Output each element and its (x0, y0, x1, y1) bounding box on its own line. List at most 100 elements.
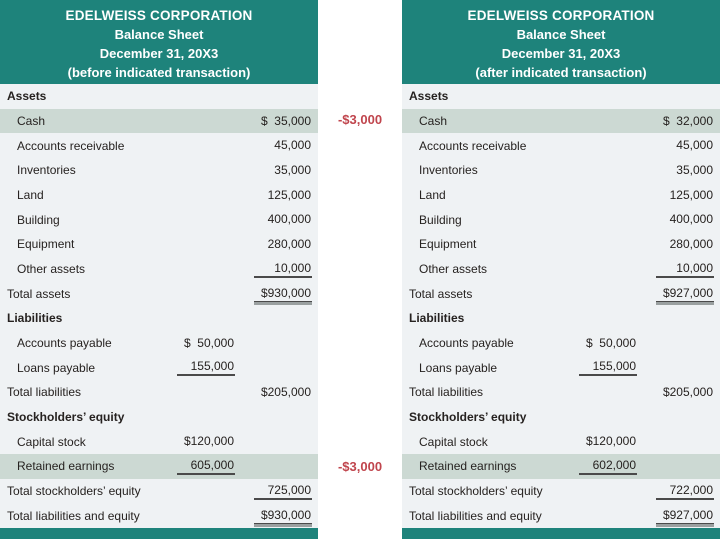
amount-col-outer (642, 311, 714, 325)
row-label: Stockholders’ equity (409, 410, 527, 425)
row-inventories: Inventories 35,000 (402, 158, 720, 183)
statement-date: December 31, 20X3 (99, 46, 219, 61)
row-assets: Assets (402, 84, 720, 109)
amount-col-inner (163, 509, 235, 523)
amount-col-inner (565, 114, 637, 128)
row-assets: Assets (0, 84, 318, 109)
amount-col-outer (642, 410, 714, 424)
amount-col-outer: 125,000 (267, 187, 311, 202)
row-loans-payable: Loans payable 155,000 (402, 355, 720, 380)
row-loans-payable: Loans payable 155,000 (0, 355, 318, 380)
row-other-assets: Other assets 10,000 (402, 257, 720, 282)
row-label: Accounts payable (17, 336, 112, 351)
row-label: Total stockholders’ equity (7, 484, 141, 499)
row-label: Total stockholders’ equity (409, 484, 543, 499)
sheet-header-after: EDELWEISS CORPORATION Balance Sheet Dece… (402, 0, 720, 84)
row-equipment: Equipment 280,000 (0, 232, 318, 257)
amount-col-outer (642, 459, 714, 473)
amount-col-inner: $ 50,000 (585, 335, 636, 350)
row-total-assets: Total assets $927,000 (402, 281, 720, 306)
amount-col-inner: $120,000 (183, 434, 234, 449)
row-cash: Cash $ 35,000 (0, 108, 318, 134)
statement-note: (after indicated transaction) (475, 65, 647, 80)
amount-col-outer (642, 361, 714, 375)
sheet-body-before: Assets Cash $ 35,000 Accounts receivable 45,… (0, 84, 318, 528)
amount-col-outer: $927,000 (642, 286, 714, 305)
row-total-liabilities: Total liabilities $205,000 (402, 380, 720, 405)
row-label: Capital stock (17, 434, 86, 449)
transaction-annotation-column: -$3,000 -$3,000 (318, 0, 402, 539)
row-label: Total liabilities and equity (409, 508, 542, 523)
amount-col-inner (163, 262, 235, 276)
row-label: Inventories (419, 163, 478, 178)
row-label: Retained earnings (17, 459, 115, 474)
row-total-liabilities-and-equity: Total liabilities and equity $930,000 (0, 503, 318, 528)
amount-col-inner (163, 385, 235, 399)
amount-col-inner (163, 139, 235, 153)
row-inventories: Inventories 35,000 (0, 158, 318, 183)
row-building: Building 400,000 (402, 207, 720, 232)
row-label: Cash (419, 114, 448, 128)
document-title: Balance Sheet (114, 27, 204, 42)
amount-col-outer: 45,000 (676, 138, 713, 153)
row-total-liabilities: Total liabilities $205,000 (0, 380, 318, 405)
amount-col-outer: 35,000 (274, 162, 311, 177)
company-name: EDELWEISS CORPORATION (467, 8, 655, 23)
row-capital-stock: Capital stock $120,000 (402, 429, 720, 454)
row-label: Total assets (7, 286, 71, 301)
row-accounts-receivable: Accounts receivable 45,000 (402, 133, 720, 158)
amount-col-outer (642, 89, 714, 103)
amount-col-outer (642, 435, 714, 449)
amount-col-inner (163, 114, 235, 128)
amount-col-inner (565, 163, 637, 177)
amount-col-outer: 280,000 (669, 236, 713, 251)
amount-col-inner (163, 89, 235, 103)
amount-col-outer (240, 410, 312, 424)
row-label: Total assets (409, 286, 473, 301)
amount-col-outer: 400,000 (267, 212, 311, 227)
row-accounts-payable: Accounts payable $ 50,000 (402, 331, 720, 356)
row-label: Loans payable (419, 360, 498, 375)
row-label: Total liabilities (409, 385, 484, 400)
row-label: Assets (409, 89, 449, 104)
document-title: Balance Sheet (516, 27, 606, 42)
amount-col-inner (163, 311, 235, 325)
amount-col-outer (240, 336, 312, 350)
amount-col-inner: 155,000 (565, 359, 637, 377)
amount-col-inner (565, 484, 637, 498)
amount-col-inner (565, 262, 637, 276)
amount-col-inner (565, 237, 637, 251)
amount-col-inner (565, 287, 637, 301)
amount-col-outer (240, 311, 312, 325)
row-liabilities: Liabilities (0, 306, 318, 331)
row-label: Accounts receivable (419, 138, 527, 153)
statement-note: (before indicated transaction) (67, 65, 251, 80)
row-total-liabilities-and-equity: Total liabilities and equity $927,000 (402, 503, 720, 528)
row-label: Total liabilities (7, 385, 82, 400)
company-name: EDELWEISS CORPORATION (65, 8, 253, 23)
row-label: Equipment (419, 237, 477, 252)
row-total-assets: Total assets $930,000 (0, 281, 318, 306)
balance-sheet-after: EDELWEISS CORPORATION Balance Sheet Dece… (402, 0, 720, 539)
row-capital-stock: Capital stock $120,000 (0, 429, 318, 454)
amount-col-inner: 155,000 (163, 359, 235, 377)
amount-col-inner: $120,000 (585, 434, 636, 449)
amount-col-outer (642, 336, 714, 350)
amount-col-inner (163, 410, 235, 424)
amount-col-outer (240, 435, 312, 449)
row-label: Assets (7, 89, 47, 104)
row-label: Liabilities (7, 311, 63, 326)
row-total-stockholders-equity: Total stockholders’ equity 725,000 (0, 479, 318, 504)
row-label: Retained earnings (419, 459, 517, 474)
row-label: Accounts payable (419, 336, 514, 351)
row-label: Building (17, 212, 60, 227)
row-label: Capital stock (419, 434, 488, 449)
amount-col-outer: 35,000 (676, 162, 713, 177)
amount-col-inner (565, 139, 637, 153)
amount-col-inner: 602,000 (565, 458, 637, 475)
amount-col-outer: $205,000 (662, 384, 713, 399)
row-label: Stockholders’ equity (7, 410, 125, 425)
row-label: Accounts receivable (17, 138, 125, 153)
row-label: Land (17, 188, 44, 203)
